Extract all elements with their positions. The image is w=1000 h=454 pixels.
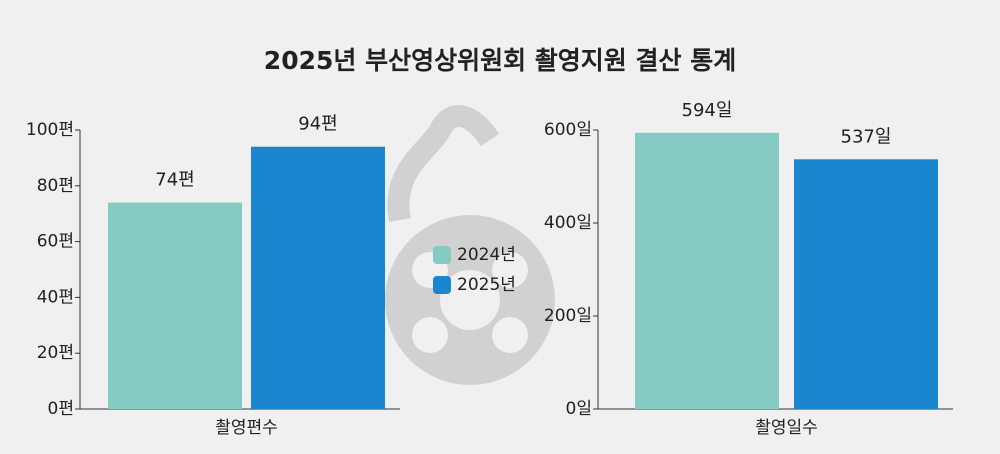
x-tick-label: 촬영일수: [755, 418, 818, 438]
y-tick-label: 0일: [566, 399, 592, 419]
y-tick-label: 40편: [37, 287, 74, 307]
y-tick-label: 100편: [26, 120, 74, 140]
value-label: 94편: [298, 114, 337, 135]
y-tick-label: 20편: [37, 343, 74, 363]
bar: [251, 146, 385, 410]
x-tick-label: 촬영편수: [215, 418, 278, 438]
legend-label: 2025년: [457, 275, 516, 295]
bar: [108, 202, 242, 409]
y-tick-label: 200일: [544, 306, 592, 326]
legend-swatch: [433, 276, 451, 294]
chart-title: 2025년 부산영상위원회 촬영지원 결산 통계: [264, 46, 736, 75]
value-label: 594일: [682, 100, 733, 121]
film-reel-decoration: [385, 105, 555, 385]
y-tick-label: 80편: [37, 176, 74, 196]
legend-swatch: [433, 246, 451, 264]
y-tick-label: 60편: [37, 232, 74, 252]
value-label: 537일: [841, 126, 892, 147]
legend-label: 2024년: [457, 245, 516, 265]
bar: [635, 132, 779, 410]
y-tick-label: 0편: [48, 399, 74, 419]
y-tick-label: 400일: [544, 213, 592, 233]
value-label: 74편: [155, 170, 194, 191]
y-tick-label: 600일: [544, 120, 592, 140]
bar: [794, 159, 938, 409]
